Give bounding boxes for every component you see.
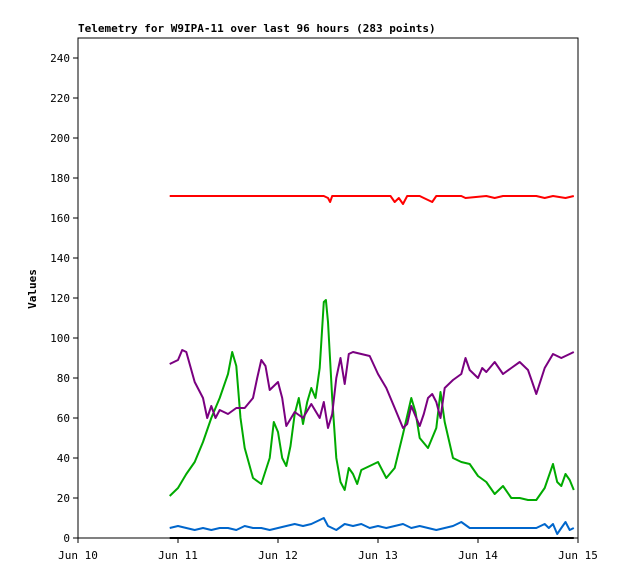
y-tick-label: 220 — [50, 92, 70, 105]
series-line-3 — [169, 349, 575, 429]
plot-frame — [77, 37, 579, 539]
y-tick-label: 240 — [50, 52, 70, 65]
y-tick-label: 120 — [50, 292, 70, 305]
y-tick-label: 80 — [57, 372, 70, 385]
series-line-1 — [169, 195, 575, 205]
chart-title: Telemetry for W9IPA-11 over last 96 hour… — [78, 22, 436, 35]
x-tick-label: Jun 15 — [558, 549, 598, 562]
series-line-4 — [169, 517, 575, 535]
y-axis-label: Values — [26, 269, 39, 309]
x-tick-label: Jun 10 — [58, 549, 98, 562]
y-tick-label: 0 — [63, 532, 70, 545]
y-tick-label: 100 — [50, 332, 70, 345]
y-tick-label: 140 — [50, 252, 70, 265]
y-tick-label: 200 — [50, 132, 70, 145]
y-tick-label: 160 — [50, 212, 70, 225]
x-tick-label: Jun 11 — [158, 549, 198, 562]
y-tick-label: 60 — [57, 412, 70, 425]
y-axis: 0 20 40 60 80 100 120 140 160 180 200 220 240 — [50, 52, 78, 545]
series-layer — [169, 195, 575, 539]
series-line-2 — [169, 299, 575, 501]
x-tick-label: Jun 12 — [258, 549, 298, 562]
x-axis: Jun 10 Jun 11 Jun 12 Jun 13 Jun 14 Jun 15 — [58, 538, 598, 562]
x-tick-label: Jun 14 — [458, 549, 498, 562]
y-tick-label: 180 — [50, 172, 70, 185]
y-tick-label: 40 — [57, 452, 70, 465]
x-tick-label: Jun 13 — [358, 549, 398, 562]
y-tick-label: 20 — [57, 492, 70, 505]
